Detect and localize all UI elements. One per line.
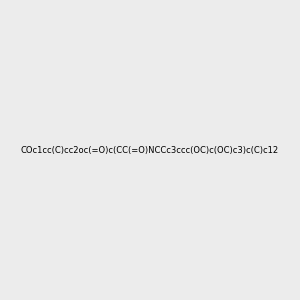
Text: COc1cc(C)cc2oc(=O)c(CC(=O)NCCc3ccc(OC)c(OC)c3)c(C)c12: COc1cc(C)cc2oc(=O)c(CC(=O)NCCc3ccc(OC)c(… bbox=[21, 146, 279, 154]
